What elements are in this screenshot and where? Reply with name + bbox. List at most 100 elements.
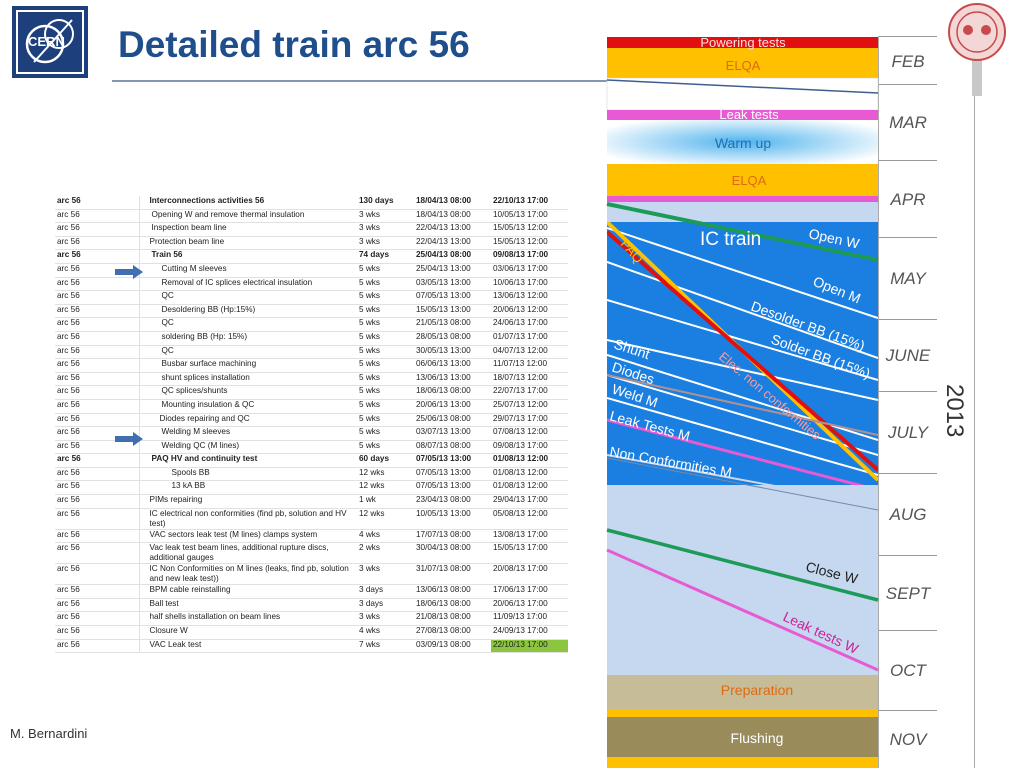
table-cell: PAQ HV and continuity test (139, 453, 357, 468)
author: M. Bernardini (10, 726, 88, 741)
open-w-line (606, 202, 879, 262)
powering-band (607, 37, 878, 48)
table-row: arc 56 VAC sectors leak test (M lines) cl… (55, 529, 568, 544)
leak-label: Leak tests (719, 107, 779, 122)
flushing-band (607, 717, 878, 757)
table-cell: Busbar surface machining (139, 358, 357, 373)
elqa-band-2 (607, 164, 878, 196)
table-cell: arc 56 (55, 399, 140, 414)
table-cell: arc 56 (55, 584, 140, 599)
leak-w-line (606, 548, 879, 672)
table-cell: 60 days (357, 453, 414, 468)
table-row: arc 56 Busbar surface machining 5 wks 06/06… (55, 358, 568, 373)
table-cell: 01/08/13 12:00 (491, 480, 568, 496)
table-cell: arc 56 (55, 440, 140, 455)
table-cell: 13/08/13 17:00 (491, 529, 568, 544)
elec-nc-line (607, 230, 878, 472)
table-cell: arc 56 (55, 611, 140, 627)
month-nov: NOV (879, 710, 937, 769)
table-cell: shunt splices installation (139, 372, 357, 387)
table-cell: 5 wks (357, 399, 414, 414)
university-emblem (948, 3, 1006, 96)
table-cell: 5 wks (357, 304, 414, 319)
table-cell: 13/06/13 08:00 (414, 584, 491, 599)
table-cell: arc 56 (55, 358, 140, 373)
table-cell: Spools BB (139, 467, 357, 482)
table-cell: 01/07/13 17:00 (491, 331, 568, 346)
table-cell: 27/08/13 08:00 (414, 625, 491, 640)
arrow-icon (115, 432, 143, 446)
table-cell: 18/04/13 08:00 (414, 209, 491, 224)
elqa-band-1 (607, 48, 878, 78)
table-cell: 10/05/13 17:00 (491, 209, 568, 224)
table-cell: soldering BB (Hp: 15%) (139, 331, 357, 346)
table-cell: 2 wks (357, 542, 414, 565)
table-cell: 05/08/13 12:00 (491, 508, 568, 530)
table-cell: 3 wks (357, 236, 414, 251)
light-band-bottom (607, 485, 878, 675)
table-row: arc 56 PIMs repairing 1 wk 23/04/13 08:00 29… (55, 494, 568, 509)
table-row: arc 56 Interconnections activities 56 130 … (55, 196, 568, 210)
table-cell: 10/06/13 17:00 (491, 277, 568, 292)
orange-band-4 (607, 757, 878, 768)
elqa-label-1: ELQA (726, 58, 761, 73)
table-row: arc 56 IC Non Conformities on M lines (le… (55, 563, 568, 586)
open-m-line (607, 261, 878, 359)
table-cell: 7 wks (357, 639, 414, 654)
table-cell: 07/05/13 13:00 (414, 480, 491, 496)
table-cell: 20/06/13 12:00 (491, 304, 568, 319)
table-cell: Opening W and remove thermal insulation (139, 209, 357, 224)
table-cell: 15/05/13 12:00 (491, 222, 568, 237)
table-cell: 5 wks (357, 263, 414, 278)
diodes-brown-line (607, 374, 878, 436)
table-cell: arc 56 (55, 625, 140, 640)
flushing-label: Flushing (731, 730, 784, 746)
table-cell: 06/06/13 13:00 (414, 358, 491, 373)
table-cell: 09/08/13 17:00 (491, 440, 568, 455)
table-cell: arc 56 (55, 222, 140, 237)
logo-text: CERN (28, 34, 65, 49)
table-cell: arc 56 (55, 304, 140, 319)
table-row: arc 56 VAC Leak test 7 wks 03/09/13 08:00 22… (55, 639, 568, 654)
table-cell: 04/07/13 12:00 (491, 345, 568, 360)
leak-band (607, 110, 878, 120)
table-cell: 25/06/13 08:00 (414, 413, 491, 428)
table-cell: 20/06/13 13:00 (414, 399, 491, 414)
table-row: arc 56 Diodes repairing and QC 5 wks 25/06/… (55, 413, 568, 428)
table-cell: 17/07/13 08:00 (414, 529, 491, 544)
table-cell: 21/05/13 08:00 (414, 317, 491, 332)
table-cell: 25/07/13 12:00 (491, 399, 568, 414)
table-cell: QC splices/shunts (139, 385, 357, 400)
table-cell: Welding QC (M lines) (139, 440, 357, 455)
table-cell: 24/06/13 17:00 (491, 317, 568, 332)
table-cell: 28/05/13 08:00 (414, 331, 491, 346)
table-cell: 23/04/13 08:00 (414, 494, 491, 509)
table-cell: Vac leak test beam lines, additional rup… (139, 542, 357, 565)
weld-m-line (607, 397, 878, 476)
table-cell: 18/06/13 08:00 (414, 598, 491, 613)
desolder-line (607, 299, 878, 381)
orange-band-3 (607, 709, 878, 717)
table-cell: 22/04/13 13:00 (414, 236, 491, 251)
table-cell: 12 wks (357, 480, 414, 496)
warmup-band (607, 120, 878, 164)
table-cell: half shells installation on beam lines (139, 611, 357, 627)
table-cell: arc 56 (55, 639, 140, 654)
table-cell: 5 wks (357, 426, 414, 441)
table-cell: 5 wks (357, 413, 414, 428)
table-cell: 15/05/13 13:00 (414, 304, 491, 319)
table-row: arc 56 Spools BB 12 wks 07/05/13 13:00 01/08… (55, 467, 568, 482)
table-cell: arc 56 (55, 317, 140, 332)
table-cell: arc 56 (55, 290, 140, 305)
table-cell: 11/07/13 12:00 (491, 358, 568, 373)
table-cell: 5 wks (357, 317, 414, 332)
table-cell: 3 wks (357, 209, 414, 224)
table-cell: 03/07/13 13:00 (414, 426, 491, 441)
table-row: arc 56 BPM cable reinstalling 3 days 13/06/… (55, 584, 568, 599)
table-cell: 07/05/13 13:00 (414, 290, 491, 305)
nc-m-line-2 (606, 457, 879, 511)
table-cell: 13/06/13 13:00 (414, 372, 491, 387)
table-cell: arc 56 (55, 467, 140, 482)
table-cell: Mounting insulation & QC (139, 399, 357, 414)
